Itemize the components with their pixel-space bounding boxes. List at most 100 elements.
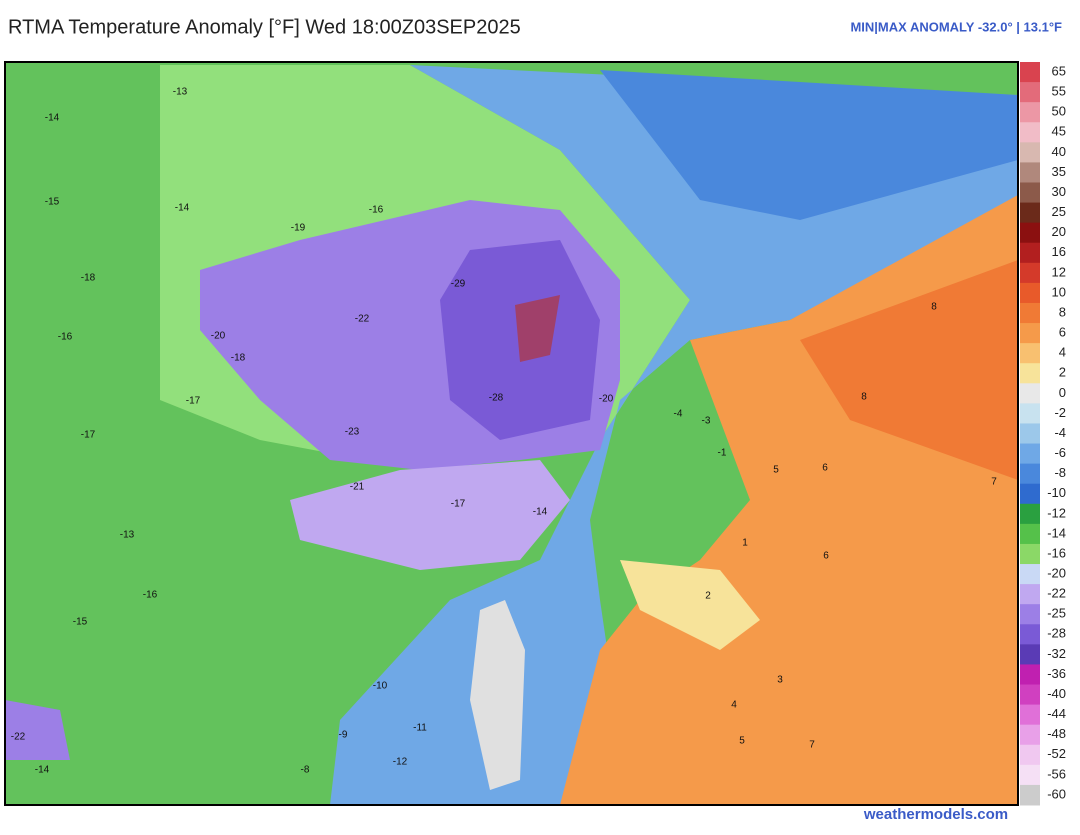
colorbar-label: -12 <box>1047 505 1066 520</box>
map-label: -17 <box>186 396 201 407</box>
colorbar-label: -60 <box>1047 786 1066 801</box>
map-label: -13 <box>120 530 135 541</box>
map-label: -14 <box>35 765 50 776</box>
colorbar-swatch <box>1020 403 1040 424</box>
map-label: 4 <box>731 700 737 711</box>
map-label: -23 <box>345 427 360 438</box>
colorbar-label: -2 <box>1054 405 1066 420</box>
colorbar-swatch <box>1020 764 1040 786</box>
map-label: -16 <box>143 590 158 601</box>
colorbar-swatch <box>1020 523 1040 545</box>
map-label: -29 <box>451 279 466 290</box>
map-label: -11 <box>413 723 427 734</box>
colorbar: 65555045403530252016121086420-2-4-6-8-10… <box>1020 62 1066 806</box>
colorbar-swatch <box>1020 383 1040 404</box>
map-label: -22 <box>11 732 26 743</box>
colorbar-label: 8 <box>1059 304 1066 319</box>
colorbar-swatch <box>1020 262 1040 284</box>
map-label: -18 <box>231 353 246 364</box>
colorbar-swatch <box>1020 423 1040 445</box>
colorbar-label: 30 <box>1052 184 1066 199</box>
dark-blue <box>600 70 1018 220</box>
colorbar-label: 2 <box>1059 365 1066 380</box>
colorbar-swatch <box>1020 182 1040 204</box>
colorbar-swatch <box>1020 744 1040 766</box>
map-label: -4 <box>674 409 683 420</box>
colorbar-swatch <box>1020 483 1040 505</box>
colorbar-label: 55 <box>1052 84 1066 99</box>
colorbar-swatch <box>1020 282 1040 304</box>
colorbar-label: -20 <box>1047 566 1066 581</box>
map-label: -3 <box>702 416 711 427</box>
map-label: 1 <box>742 538 748 549</box>
map-label: -13 <box>173 87 188 98</box>
colorbar-label: -56 <box>1047 766 1066 781</box>
colorbar-label: 25 <box>1052 204 1066 219</box>
map-label: -16 <box>58 332 73 343</box>
colorbar-swatch <box>1020 242 1040 264</box>
map-label: -22 <box>355 314 370 325</box>
colorbar-label: -10 <box>1047 485 1066 500</box>
colorbar-swatch <box>1020 122 1040 143</box>
colorbar-label: 10 <box>1052 284 1066 299</box>
map-label: 6 <box>822 463 828 474</box>
colorbar-swatch <box>1020 664 1040 686</box>
colorbar-label: -4 <box>1054 425 1066 440</box>
map-label: -19 <box>291 223 306 234</box>
colorbar-label: -36 <box>1047 666 1066 681</box>
colorbar-swatch <box>1020 323 1040 344</box>
colorbar-swatch <box>1020 443 1040 465</box>
map-label: 6 <box>823 551 829 562</box>
colorbar-swatch <box>1020 644 1040 665</box>
colorbar-swatch <box>1020 343 1040 364</box>
colorbar-label: -25 <box>1047 606 1066 621</box>
colorbar-label: -32 <box>1047 646 1066 661</box>
colorbar-label: 40 <box>1052 144 1066 159</box>
colorbar-label: 65 <box>1052 63 1066 78</box>
west-purple <box>5 700 70 760</box>
map-label: -9 <box>339 730 348 741</box>
minimum <box>515 295 560 362</box>
colorbar-label: -14 <box>1047 525 1066 540</box>
colorbar-swatch <box>1020 684 1040 706</box>
map-label: -12 <box>393 757 408 768</box>
colorbar-swatch <box>1020 82 1040 103</box>
colorbar-label: -44 <box>1047 706 1066 721</box>
map-label: 5 <box>739 736 745 747</box>
map-label: -20 <box>599 394 614 405</box>
colorbar-swatch <box>1020 704 1040 726</box>
watermark: weathermodels.com <box>863 806 1008 823</box>
colorbar-label: -22 <box>1047 586 1066 601</box>
lake-michigan <box>470 600 525 790</box>
map-label: 8 <box>861 392 867 403</box>
colorbar-swatch <box>1020 503 1040 525</box>
colorbar-swatch <box>1020 62 1040 83</box>
colorbar-swatch <box>1020 363 1040 384</box>
map-labels: -13-14-15-14-16-19-16-18-20-22-29-28-23-… <box>11 87 997 776</box>
map-label: -8 <box>301 765 310 776</box>
colorbar-label: -40 <box>1047 686 1066 701</box>
map-frame <box>4 61 1019 806</box>
map-label: 3 <box>777 675 783 686</box>
lake-huron <box>620 560 760 650</box>
map-label: -17 <box>81 430 96 441</box>
colorbar-label: 45 <box>1052 124 1066 139</box>
map-label: 5 <box>773 465 779 476</box>
colorbar-label: 6 <box>1059 325 1066 340</box>
colorbar-label: 35 <box>1052 164 1066 179</box>
colorbar-label: -48 <box>1047 726 1066 741</box>
colorbar-swatch <box>1020 463 1040 485</box>
colorbar-swatch <box>1020 624 1040 645</box>
colorbar-swatch <box>1020 202 1040 224</box>
map-label: -21 <box>350 482 365 493</box>
map-label: -15 <box>73 617 88 628</box>
colorbar-label: 4 <box>1059 345 1066 360</box>
colorbar-swatch <box>1020 584 1040 605</box>
colorbar-swatch <box>1020 784 1040 806</box>
map-label: -16 <box>369 205 384 216</box>
colorbar-label: 0 <box>1059 385 1066 400</box>
map-label: -14 <box>533 507 548 518</box>
colorbar-swatch <box>1020 604 1040 625</box>
